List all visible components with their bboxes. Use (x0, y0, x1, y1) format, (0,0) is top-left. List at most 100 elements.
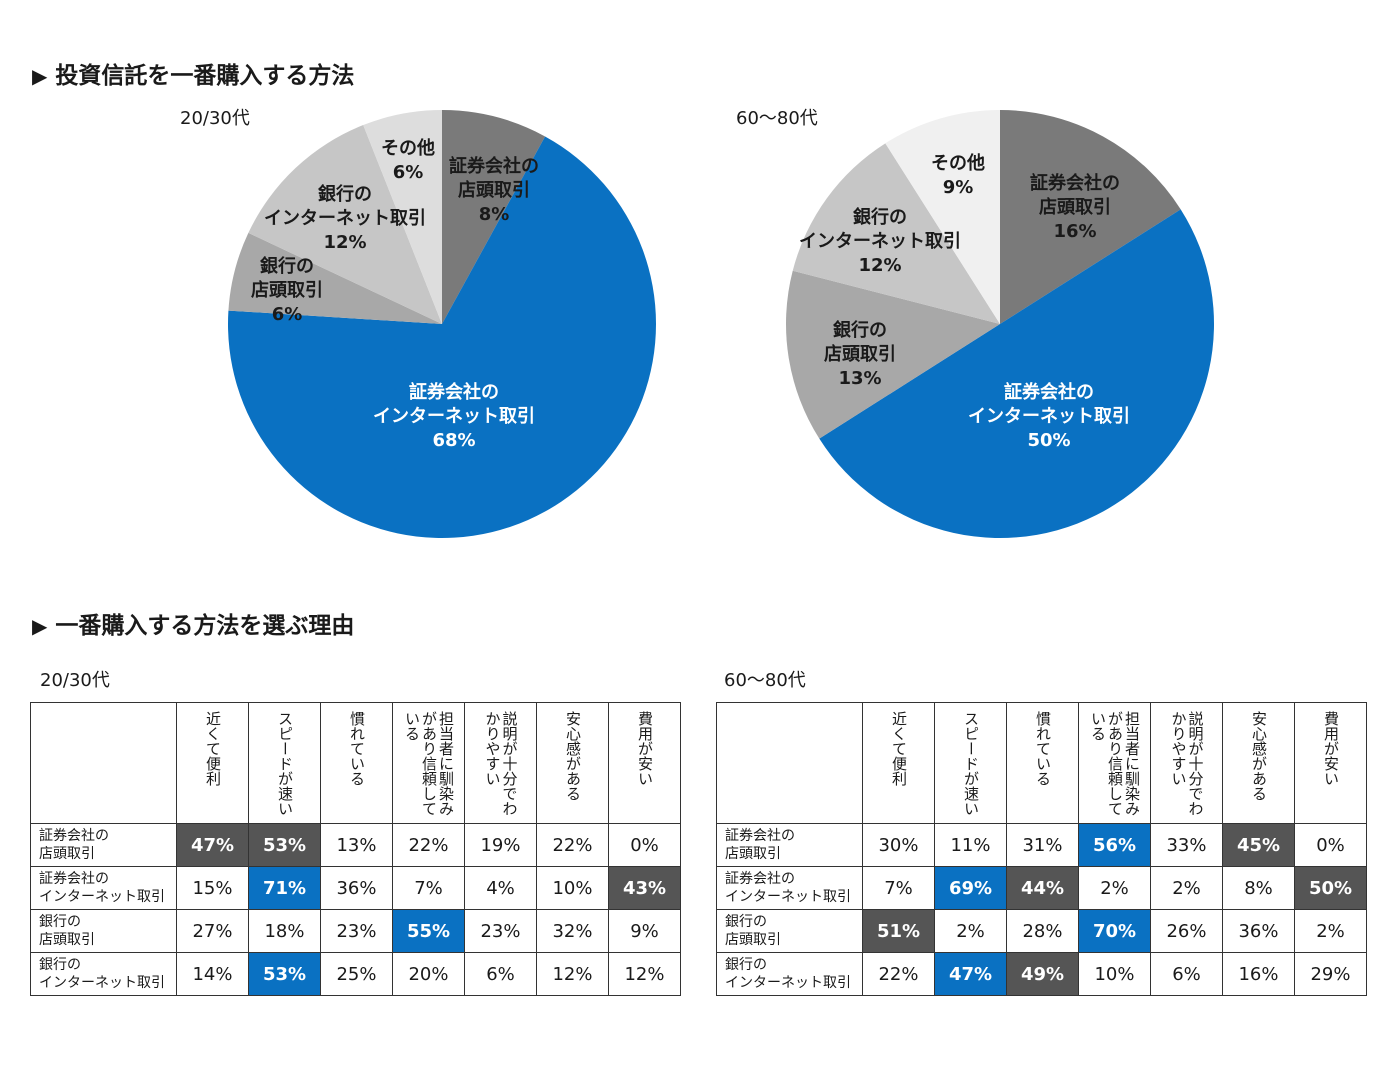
pie-slice-label: 銀行のインターネット取引 12% (264, 183, 426, 253)
table-cell: 31% (1006, 823, 1079, 867)
table-cell: 8% (1222, 866, 1295, 910)
section-title-purchase-method: ▶ 投資信託を一番購入する方法 (32, 56, 354, 90)
table-cell: 51% (862, 909, 935, 953)
table-cell: 56% (1078, 823, 1151, 867)
table-cell: 47% (934, 952, 1007, 996)
table-column-header: 安心感がある (1222, 702, 1295, 824)
pie-slice-label: 証券会社の店頭取引 16% (1030, 172, 1120, 242)
reason-table-senior: 近くて便利 スピードが速い 慣れている 担当者に馴染みがあり信頼している 説明が十分でわ… (716, 702, 1367, 996)
table-cell: 4% (464, 866, 537, 910)
triangle-marker-icon: ▶ (32, 64, 48, 88)
pie-slice-label: 証券会社のインターネット取引 50% (968, 381, 1130, 451)
table-cell: 10% (536, 866, 609, 910)
table-cell: 33% (1150, 823, 1223, 867)
pie-group-label-senior: 60〜80代 (736, 108, 818, 129)
table-cell: 6% (464, 952, 537, 996)
table-cell: 22% (536, 823, 609, 867)
table-row-header: 証券会社の 店頭取引 (716, 823, 863, 867)
table-row: 証券会社の 店頭取引 30% 11% 31% 56% 33% 45% 0% (716, 823, 1367, 867)
pie-slice-label: 銀行の店頭取引 13% (824, 319, 896, 389)
table-row-header: 銀行の インターネット取引 (716, 952, 863, 996)
table-row: 銀行の インターネット取引 14% 53% 25% 20% 6% 12% 12% (30, 952, 681, 996)
table-cell: 14% (176, 952, 249, 996)
table-column-header: 担当者に馴染みがあり信頼している (392, 702, 465, 824)
table-cell: 7% (862, 866, 935, 910)
pie-chart-young: 証券会社の店頭取引 8% 証券会社のインターネット取引 68% 銀行の店頭取引 6%銀行の… (228, 110, 656, 538)
table-cell: 13% (320, 823, 393, 867)
pie-slice (363, 110, 442, 324)
table-cell: 20% (392, 952, 465, 996)
table-column-header: 費用が安い (1294, 702, 1367, 824)
table-row: 銀行の 店頭取引 27% 18% 23% 55% 23% 32% 9% (30, 909, 681, 953)
table-column-header: 安心感がある (536, 702, 609, 824)
table-cell: 6% (1150, 952, 1223, 996)
table-cell: 43% (608, 866, 681, 910)
table-cell: 2% (1294, 909, 1367, 953)
pie-slice-label: その他 9% (931, 152, 985, 198)
table-group-label-young: 20/30代 (40, 670, 110, 691)
table-cell: 44% (1006, 866, 1079, 910)
table-row-header: 証券会社の 店頭取引 (30, 823, 177, 867)
table-cell: 26% (1150, 909, 1223, 953)
table-corner (30, 702, 177, 824)
section-title-reasons: ▶ 一番購入する方法を選ぶ理由 (32, 606, 354, 640)
table-cell: 53% (248, 823, 321, 867)
table-cell: 16% (1222, 952, 1295, 996)
table-row: 証券会社の インターネット取引 15% 71% 36% 7% 4% 10% 43% (30, 866, 681, 910)
table-cell: 9% (608, 909, 681, 953)
table-column-header: 慣れている (320, 702, 393, 824)
table-cell: 11% (934, 823, 1007, 867)
table-column-header: 担当者に馴染みがあり信頼している (1078, 702, 1151, 824)
table-column-header: 近くて便利 (862, 702, 935, 824)
table-cell: 23% (464, 909, 537, 953)
pie-slice (442, 110, 546, 324)
table-column-header: 費用が安い (608, 702, 681, 824)
pie-slice-label: 証券会社の店頭取引 8% (449, 155, 539, 225)
pie-slice (228, 136, 656, 538)
pie-slice (786, 270, 1000, 439)
triangle-marker-icon: ▶ (32, 614, 48, 638)
table-cell: 10% (1078, 952, 1151, 996)
pie-chart-senior: 証券会社の店頭取引 16% 証券会社のインターネット取引 50% 銀行の店頭取引 13% 銀… (786, 110, 1214, 538)
table-column-header: スピードが速い (934, 702, 1007, 824)
table-cell: 12% (536, 952, 609, 996)
table-cell: 69% (934, 866, 1007, 910)
table-row: 銀行の 店頭取引 51% 2% 28% 70% 26% 36% 2% (716, 909, 1367, 953)
table-row: 証券会社の インターネット取引 7% 69% 44% 2% 2% 8% 50% (716, 866, 1367, 910)
table-column-header: 近くて便利 (176, 702, 249, 824)
pie-slice (1000, 110, 1181, 324)
pie-slice-label: 銀行のインターネット取引 12% (799, 206, 961, 276)
pie-slice (248, 125, 442, 324)
table-cell: 22% (392, 823, 465, 867)
table-cell: 18% (248, 909, 321, 953)
table-cell: 25% (320, 952, 393, 996)
table-cell: 36% (320, 866, 393, 910)
pie-slice (792, 143, 1000, 324)
table-cell: 70% (1078, 909, 1151, 953)
table-cell: 0% (608, 823, 681, 867)
table-cell: 7% (392, 866, 465, 910)
table-cell: 15% (176, 866, 249, 910)
table-row-header: 銀行の 店頭取引 (30, 909, 177, 953)
table-cell: 19% (464, 823, 537, 867)
table-cell: 2% (1078, 866, 1151, 910)
table-group-label-senior: 60〜80代 (724, 670, 806, 691)
table-column-header: 説明が十分でわかりやすい (1150, 702, 1223, 824)
pie-slice (819, 209, 1214, 538)
table-cell: 22% (862, 952, 935, 996)
table-row-header: 銀行の 店頭取引 (716, 909, 863, 953)
table-row-header: 証券会社の インターネット取引 (30, 866, 177, 910)
table-cell: 2% (1150, 866, 1223, 910)
table-cell: 23% (320, 909, 393, 953)
table-row: 証券会社の 店頭取引 47% 53% 13% 22% 19% 22% 0% (30, 823, 681, 867)
reason-table-young: 近くて便利 スピードが速い 慣れている 担当者に馴染みがあり信頼している 説明が十分でわ… (30, 702, 681, 996)
table-cell: 53% (248, 952, 321, 996)
table-cell: 49% (1006, 952, 1079, 996)
table-cell: 2% (934, 909, 1007, 953)
pie-group-label-young: 20/30代 (180, 108, 250, 129)
table-row-header: 銀行の インターネット取引 (30, 952, 177, 996)
section-title-text: 一番購入する方法を選ぶ理由 (55, 613, 355, 639)
table-cell: 55% (392, 909, 465, 953)
pie-slice (885, 110, 1000, 324)
table-cell: 50% (1294, 866, 1367, 910)
